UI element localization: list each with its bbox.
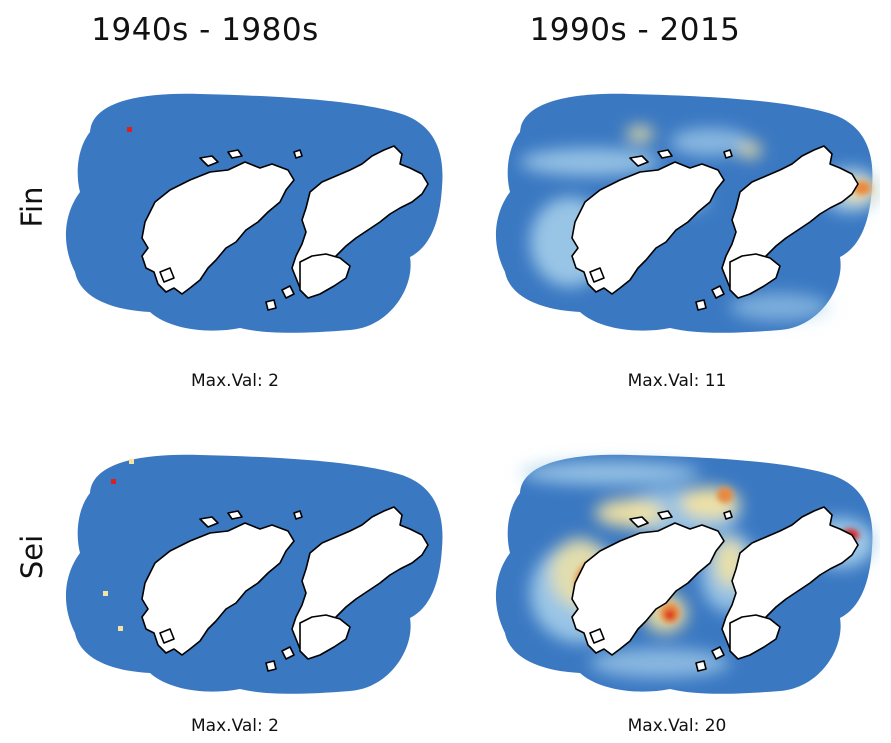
- column-title-1940s-1980s: 1940s - 1980s: [91, 12, 319, 48]
- max-value-label: Max.Val: 20: [627, 716, 727, 736]
- row-label-sei: Sei: [15, 534, 49, 580]
- row-label-fin: Fin: [15, 186, 49, 228]
- sighting-cell: [103, 591, 108, 596]
- map-panel-fin-1990s-2015: [480, 72, 880, 342]
- map-panel-sei-1940s-1980s: [50, 433, 450, 703]
- falklands-map: [495, 93, 880, 333]
- sighting-cell-max: [127, 127, 132, 132]
- map-panel-sei-1990s-2015: [480, 433, 880, 703]
- map-panel-fin-1940s-1980s: [50, 72, 450, 342]
- falklands-map: [495, 454, 875, 694]
- sighting-cell: [118, 626, 123, 631]
- max-value-label: Max.Val: 11: [627, 371, 727, 391]
- max-value-label: Max.Val: 2: [191, 371, 279, 391]
- falklands-map: [65, 93, 443, 333]
- column-title-1990s-2015: 1990s - 2015: [529, 12, 741, 48]
- sighting-cell: [129, 459, 134, 464]
- falklands-map: [65, 454, 443, 694]
- max-value-label: Max.Val: 2: [191, 716, 279, 736]
- sighting-cell-max: [111, 479, 116, 484]
